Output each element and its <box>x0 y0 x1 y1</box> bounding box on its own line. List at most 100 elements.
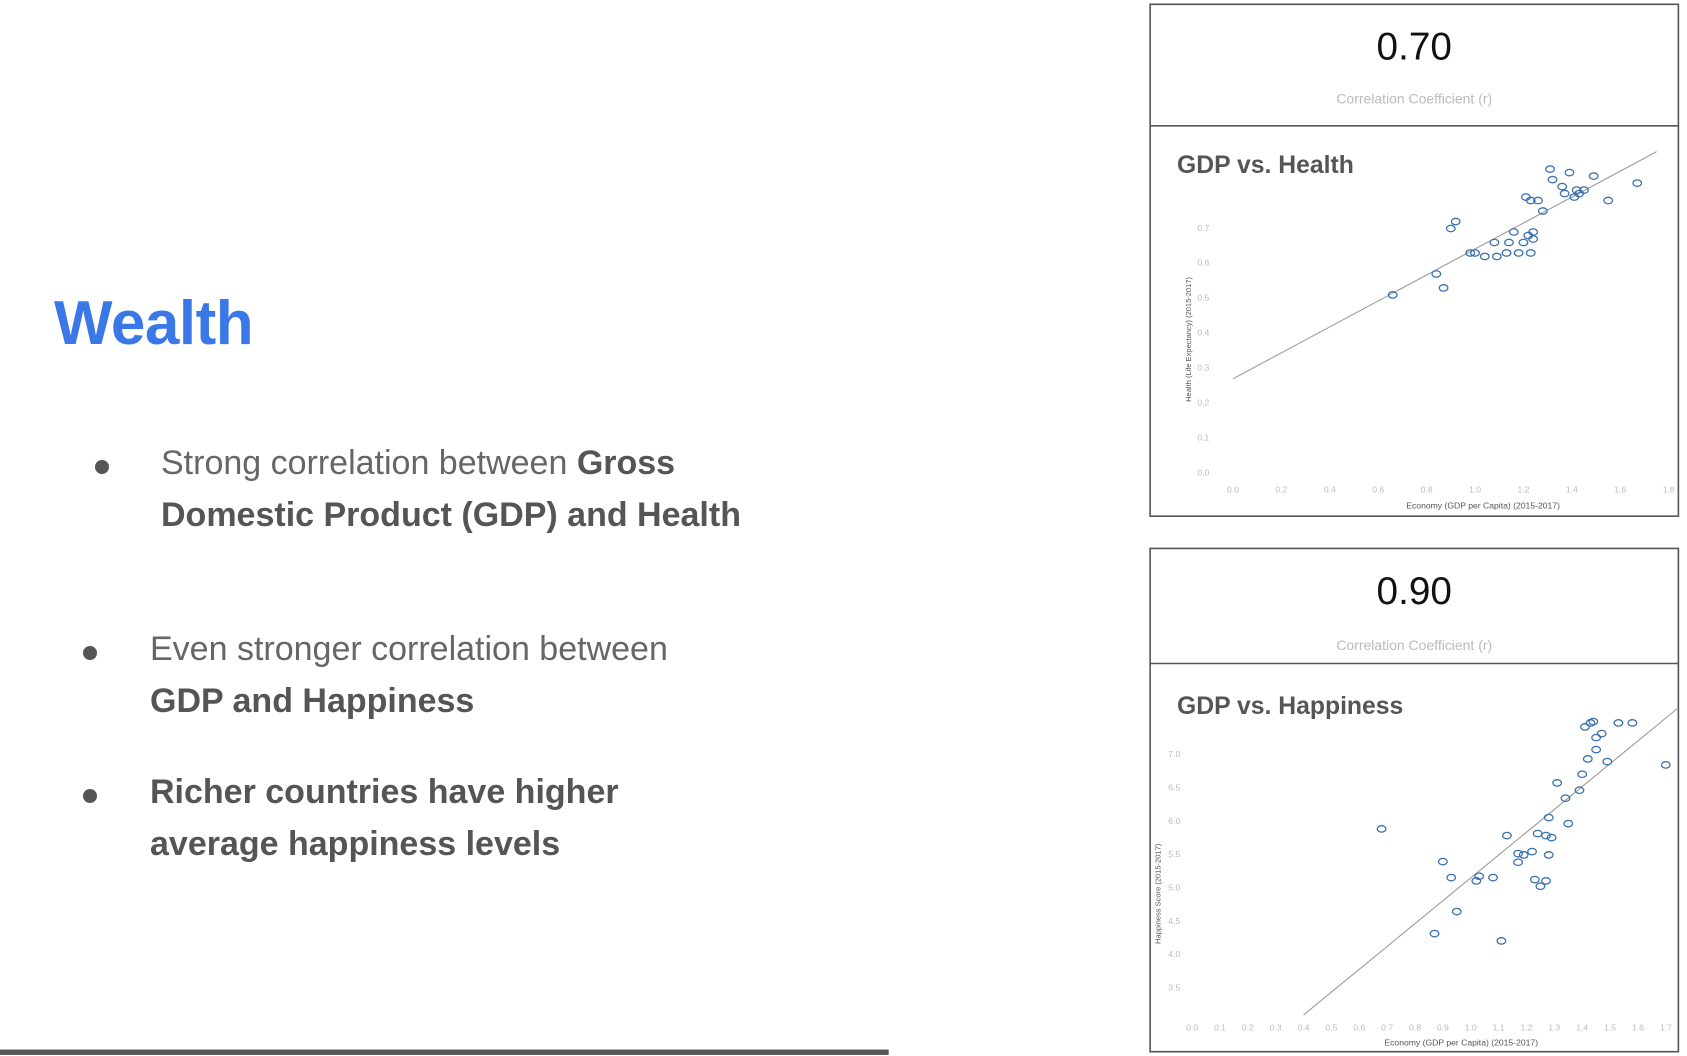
bullet: Even stronger correlation between GDP an… <box>150 623 750 727</box>
bullet-dot <box>95 460 109 474</box>
point <box>1557 182 1568 191</box>
x-tick-label: 0.8 <box>1409 1022 1421 1032</box>
trendline <box>1232 151 1657 380</box>
x-tick-label: 0.4 <box>1324 485 1336 495</box>
point <box>1580 723 1590 731</box>
point <box>1627 719 1638 727</box>
point <box>1660 761 1671 769</box>
point <box>1518 851 1529 859</box>
x-tick-label: 1.4 <box>1576 1022 1588 1032</box>
chart-frame <box>1149 3 1680 517</box>
x-tick-label: 0.0 <box>1227 485 1239 495</box>
x-tick-label: 1.4 <box>1566 485 1578 495</box>
point <box>1552 779 1563 787</box>
x-tick-label: 1.0 <box>1465 1022 1477 1032</box>
x-tick-label: 1.0 <box>1469 485 1481 495</box>
coefficient-label: Correlation Coefficient (r) <box>1336 91 1492 107</box>
point <box>1387 291 1398 299</box>
point <box>1527 847 1537 856</box>
point <box>1559 189 1570 198</box>
x-tick-label: 0.2 <box>1275 485 1287 495</box>
bullet-text: Even stronger correlation between <box>150 630 668 668</box>
x-tick-label: 0.6 <box>1353 1022 1365 1032</box>
point <box>1479 252 1490 261</box>
x-tick-label: 0.1 <box>1214 1022 1226 1032</box>
point <box>1547 175 1558 184</box>
point <box>1579 186 1589 194</box>
coefficient: 0.90 <box>1377 570 1452 613</box>
y-axis-label: Health (Life Expectancy) (2015-2017) <box>1184 276 1193 401</box>
point <box>1451 907 1462 916</box>
point <box>1585 719 1596 727</box>
x-tick-label: 0.8 <box>1421 485 1433 495</box>
x-tick-label: 1.2 <box>1517 485 1529 495</box>
point <box>1537 207 1548 215</box>
point <box>1508 228 1519 236</box>
point <box>1563 819 1574 828</box>
y-tick-label: 0.4 <box>1197 328 1209 338</box>
progress-bar <box>0 1049 889 1055</box>
point <box>1488 873 1498 882</box>
y-axis-label: Happiness Score (2015-2017) <box>1154 843 1163 944</box>
bullet-bold: GDP and Happiness <box>150 682 475 720</box>
point <box>1582 755 1593 763</box>
point <box>1525 249 1536 257</box>
y-tick-label: 0.0 <box>1197 467 1209 477</box>
slide-title: Wealth <box>54 289 254 358</box>
point <box>1501 249 1512 257</box>
y-tick-label: 0.7 <box>1197 223 1209 233</box>
x-tick-label: 1.8 <box>1663 485 1675 495</box>
bullet-bold: Richer countries have higher average hap… <box>150 773 619 863</box>
coefficient: 0.70 <box>1377 26 1452 69</box>
point <box>1591 745 1602 754</box>
y-tick-label: 0.5 <box>1197 293 1209 303</box>
point <box>1445 224 1456 233</box>
point <box>1465 249 1476 257</box>
point <box>1513 849 1524 858</box>
point <box>1632 179 1643 187</box>
point <box>1518 238 1529 247</box>
y-tick-label: 6.5 <box>1168 783 1180 793</box>
point <box>1503 238 1514 247</box>
y-tick-label: 6.0 <box>1168 816 1180 826</box>
y-tick-label: 5.0 <box>1168 883 1180 893</box>
point <box>1474 872 1485 881</box>
point <box>1574 786 1585 795</box>
x-tick-label: 1.7 <box>1660 1022 1672 1032</box>
x-tick-label: 0.3 <box>1270 1022 1282 1032</box>
x-tick-label: 1.1 <box>1493 1022 1505 1032</box>
point <box>1588 172 1599 180</box>
point <box>1528 235 1539 243</box>
point <box>1431 270 1442 278</box>
point <box>1564 168 1575 177</box>
point <box>1470 249 1480 257</box>
bullet: Richer countries have higher average hap… <box>150 766 750 870</box>
point <box>1513 249 1524 257</box>
x-axis-label: Economy (GDP per Capita) (2015-2017) <box>1406 501 1560 511</box>
trendline <box>1303 708 1678 1016</box>
x-tick-label: 0.5 <box>1325 1022 1337 1032</box>
bullet-dot <box>83 646 97 660</box>
x-tick-label: 1.6 <box>1614 485 1626 495</box>
point <box>1446 873 1457 882</box>
bullet: Strong correlation between Gross Domesti… <box>161 437 761 541</box>
point <box>1513 858 1524 867</box>
bullet-text: Strong correlation between <box>161 444 577 482</box>
x-tick-label: 1.6 <box>1632 1022 1644 1032</box>
point <box>1533 196 1543 205</box>
y-tick-label: 4.0 <box>1168 949 1180 959</box>
x-tick-label: 0.9 <box>1437 1022 1449 1032</box>
y-tick-label: 0.3 <box>1197 363 1209 373</box>
point <box>1591 733 1602 742</box>
point <box>1535 882 1546 891</box>
point <box>1496 937 1507 945</box>
point <box>1602 757 1613 766</box>
x-tick-label: 0.7 <box>1381 1022 1393 1032</box>
y-tick-label: 5.5 <box>1168 849 1180 859</box>
point <box>1577 770 1588 779</box>
point <box>1543 851 1554 859</box>
point <box>1603 196 1614 205</box>
point <box>1438 284 1449 292</box>
x-tick-label: 0.2 <box>1242 1022 1254 1032</box>
point <box>1437 857 1448 866</box>
